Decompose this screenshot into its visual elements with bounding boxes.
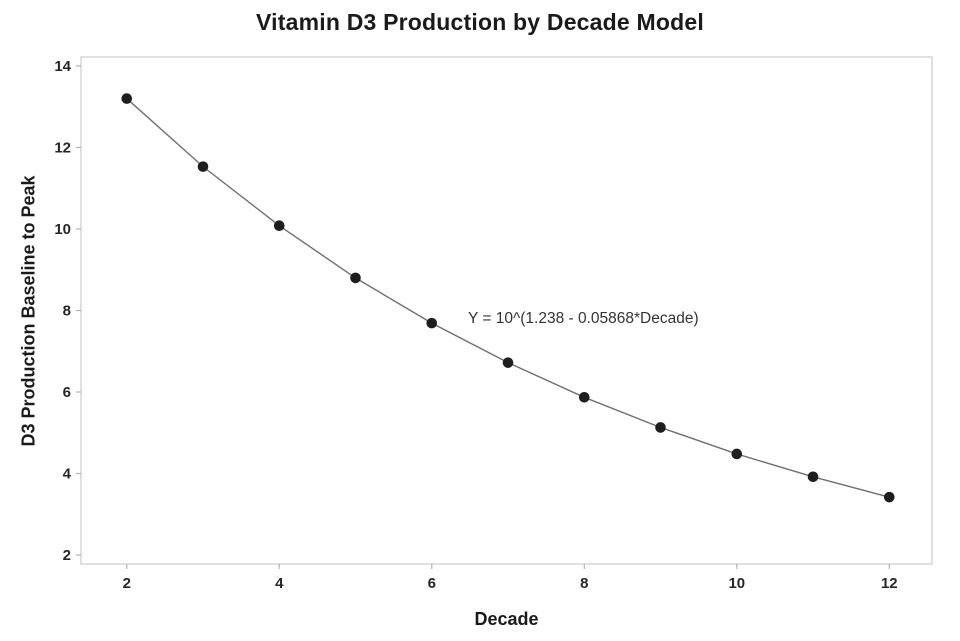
data-point-marker <box>655 422 666 433</box>
model-equation-annotation: Y = 10^(1.238 - 0.05868*Decade) <box>468 310 699 327</box>
model-fit-line <box>126 98 890 498</box>
data-point-marker <box>578 392 590 403</box>
data-point-marker <box>121 93 133 104</box>
data-point-marker <box>731 448 743 460</box>
y-tick-label: 2 <box>63 547 71 564</box>
data-point-marker <box>426 317 438 329</box>
data-point-marker <box>350 272 361 284</box>
x-axis-label: Decade <box>474 609 539 629</box>
y-tick-label: 6 <box>63 384 71 401</box>
data-point-marker <box>197 161 209 172</box>
y-tick-label: 4 <box>63 466 72 483</box>
x-tick-label: 2 <box>123 575 131 592</box>
y-tick-label: 14 <box>54 58 71 75</box>
x-tick-label: 10 <box>728 575 745 592</box>
data-point-marker <box>807 471 819 483</box>
x-tick-label: 4 <box>275 575 284 592</box>
y-tick-label: 10 <box>54 221 71 238</box>
data-point-marker <box>502 357 514 368</box>
x-tick-label: 8 <box>580 575 588 592</box>
chart-title: Vitamin D3 Production by Decade Model <box>256 9 704 35</box>
y-tick-label: 8 <box>63 303 71 320</box>
x-tick-label: 6 <box>428 575 436 592</box>
x-tick-label: 12 <box>881 575 898 592</box>
data-point-marker <box>883 491 895 503</box>
data-point-marker <box>273 220 285 232</box>
y-tick-label: 12 <box>54 139 71 156</box>
